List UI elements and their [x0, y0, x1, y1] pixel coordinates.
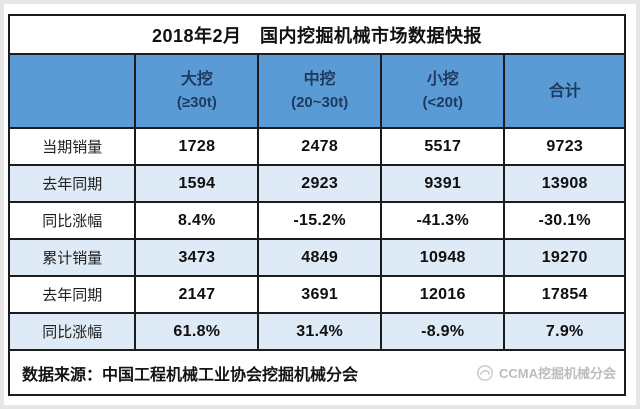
value-cell: -15.2%	[259, 203, 383, 238]
value-cell: 5517	[382, 129, 506, 164]
value-cell: 2923	[259, 166, 383, 201]
row-label-cell: 去年同期	[10, 277, 137, 312]
value-cell: 61.8%	[136, 314, 260, 349]
value-cell: 13908	[541, 174, 588, 192]
value-cell: 4849	[259, 240, 383, 275]
ccma-logo-icon	[477, 364, 493, 381]
value-cell: 10948	[382, 240, 506, 275]
value-cell: 3473	[136, 240, 260, 275]
column-label: 小挖	[426, 71, 459, 88]
column-range: (20~30t)	[291, 94, 349, 111]
table-row-last-year-cumulative: 去年同期 2147 3691 12016 17854	[10, 277, 624, 314]
column-range: (<20t)	[422, 94, 463, 111]
row-label-cell: 去年同期	[10, 166, 137, 201]
column-label: 中挖	[303, 71, 336, 88]
watermark: CCMA挖掘机械分会	[476, 363, 616, 382]
column-label: 合计	[548, 82, 581, 100]
header-cell-total: 合计	[505, 55, 624, 127]
row-label-cell: 累计销量	[10, 240, 137, 275]
header-cell-small-digger: 小挖 (<20t)	[382, 55, 506, 127]
value-cell: 9391	[382, 166, 506, 201]
data-source-text: 数据来源：中国工程机械工业协会挖掘机械分会	[22, 366, 359, 384]
watermark-text: CCMA挖掘机械分会	[499, 366, 616, 381]
column-label: 大挖	[180, 71, 213, 88]
report-table: 2018年2月 国内挖掘机械市场数据快报 大挖 (≥30t) 中挖 (20~30…	[8, 14, 626, 396]
row-label-cell: 同比涨幅	[10, 314, 137, 349]
report-title: 2018年2月 国内挖掘机械市场数据快报	[10, 16, 624, 55]
value-cell: 2478	[259, 129, 383, 164]
header-cell-large-digger: 大挖 (≥30t)	[136, 55, 260, 127]
value-cell: 2147	[136, 277, 260, 312]
value-cell: 8.4%	[136, 203, 260, 238]
table-row-current-sales: 当期销量 1728 2478 5517 9723	[10, 129, 624, 166]
value-cell: -8.9%	[382, 314, 506, 349]
table-row-last-year-same-period: 去年同期 1594 2923 9391 13908	[10, 166, 624, 203]
value-cell: 1594	[136, 166, 260, 201]
value-cell: 1728	[136, 129, 260, 164]
value-cell: 3691	[259, 277, 383, 312]
value-cell: 7.9%	[545, 322, 584, 340]
value-cell: 9723	[546, 137, 584, 155]
value-cell: 12016	[382, 277, 506, 312]
table-row-cumulative-yoy-change: 同比涨幅 61.8% 31.4% -8.9% 7.9%	[10, 314, 624, 351]
column-range: (≥30t)	[176, 94, 217, 111]
table-row-cumulative-sales: 累计销量 3473 4849 10948 19270	[10, 240, 624, 277]
value-cell: 31.4%	[259, 314, 383, 349]
row-label-cell: 同比涨幅	[10, 203, 137, 238]
table-row-yoy-change: 同比涨幅 8.4% -15.2% -41.3% -30.1%	[10, 203, 624, 240]
table-header-row: 大挖 (≥30t) 中挖 (20~30t) 小挖 (<20t) 合计	[10, 55, 624, 129]
header-cell-empty	[10, 55, 137, 127]
value-cell: -41.3%	[382, 203, 506, 238]
header-cell-medium-digger: 中挖 (20~30t)	[259, 55, 383, 127]
value-cell: 19270	[541, 248, 588, 266]
value-cell: -30.1%	[538, 211, 591, 229]
row-label-cell: 当期销量	[10, 129, 137, 164]
footer-bar: 数据来源：中国工程机械工业协会挖掘机械分会 CCMA挖掘机械分会	[10, 351, 624, 394]
value-cell: 17854	[541, 285, 588, 303]
